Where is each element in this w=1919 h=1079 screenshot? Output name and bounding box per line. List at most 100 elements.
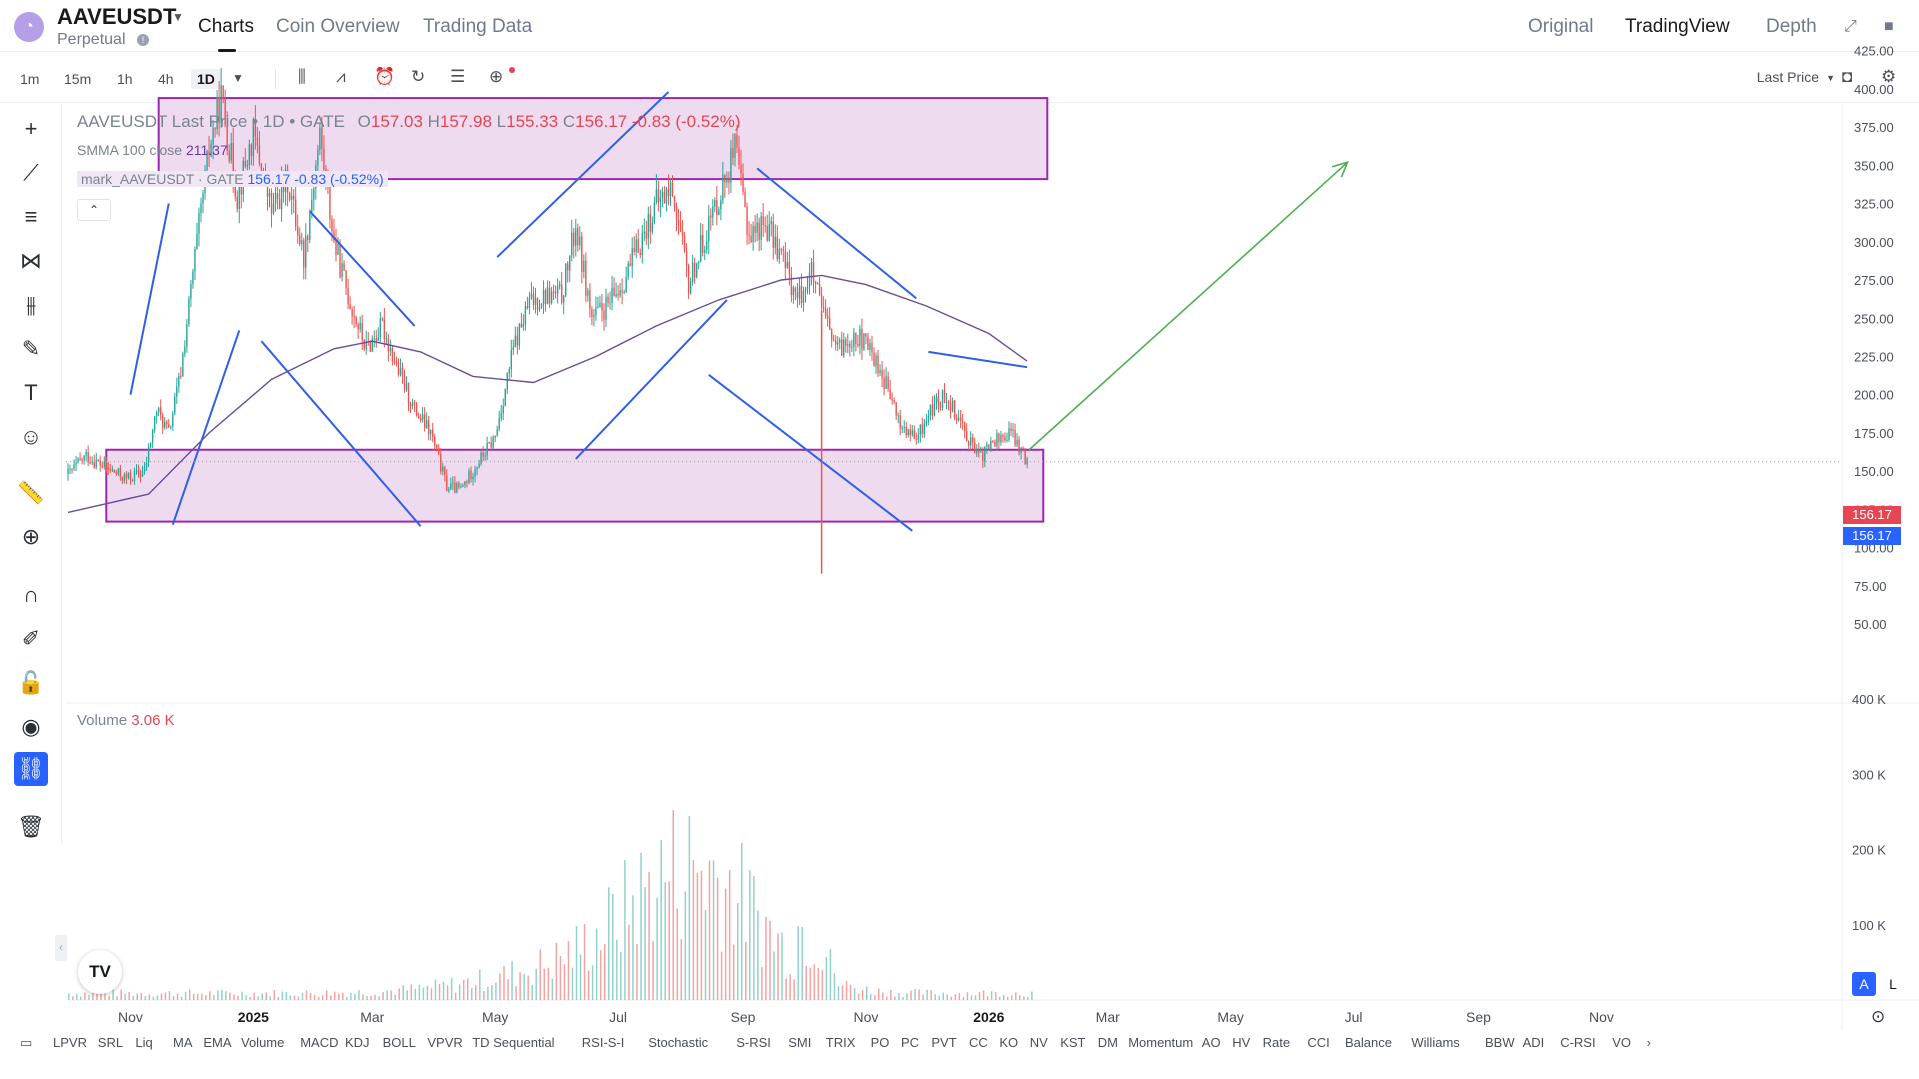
indicator-vo[interactable]: VO	[1612, 1035, 1631, 1050]
smma-label: SMMA 100 close	[77, 142, 183, 158]
symbol-title[interactable]: AAVEUSDT	[57, 4, 177, 29]
fib-icon[interactable]: ⫵	[25, 292, 37, 317]
tab-trading-data[interactable]: Trading Data	[423, 16, 533, 37]
timeframe-1d[interactable]: 1D	[191, 69, 221, 89]
alert-icon[interactable]: ⏰	[374, 67, 396, 86]
indicator-ko[interactable]: KO	[999, 1035, 1019, 1050]
candle-body	[1008, 428, 1010, 440]
indicator-kst[interactable]: KST	[1060, 1035, 1086, 1050]
indicator-pc[interactable]: PC	[901, 1035, 920, 1050]
indicator-po[interactable]: PO	[870, 1035, 890, 1050]
panel-collapse-icon[interactable]: ‹	[55, 935, 67, 961]
price-type-select[interactable]: Last Price	[1756, 69, 1819, 85]
eye-icon[interactable]: ◉	[21, 714, 41, 739]
candle-body	[1002, 435, 1004, 437]
candle-body	[95, 459, 97, 468]
indicator-cc[interactable]: CC	[969, 1035, 988, 1050]
link-icon[interactable]: ⛓	[14, 752, 48, 786]
indicator-rsi-s-i[interactable]: RSI-S-I	[581, 1035, 625, 1050]
legend-collapse-button[interactable]: ⌃	[77, 199, 111, 221]
horizontal-lines-icon[interactable]: ≡	[24, 204, 38, 229]
volume-bar	[777, 933, 779, 1000]
price-type-caret-icon[interactable]: ▼	[1826, 73, 1835, 83]
indicator-ao[interactable]: AO	[1201, 1035, 1221, 1050]
indicator-dm[interactable]: DM	[1097, 1035, 1119, 1050]
indicator-hv[interactable]: HV	[1232, 1035, 1251, 1050]
timeframe-1m[interactable]: 1m	[20, 71, 40, 87]
indicator-stochastic[interactable]: Stochastic	[648, 1035, 709, 1050]
indicators-icon[interactable]: ⩘	[336, 67, 346, 86]
indicator-rate[interactable]: Rate	[1262, 1035, 1291, 1050]
trash-icon[interactable]: 🗑	[17, 814, 45, 839]
legend-c-label: C	[562, 112, 576, 131]
indicator-trix[interactable]: TRIX	[825, 1035, 856, 1050]
info-icon[interactable]: !	[137, 34, 149, 46]
crosshair-icon[interactable]: +	[24, 116, 38, 141]
zoom-in-icon[interactable]: ⊕	[21, 524, 41, 549]
candle-body	[111, 469, 114, 471]
timeframe-1h[interactable]: 1h	[117, 71, 133, 87]
stop-square-icon[interactable]: ■	[1884, 18, 1894, 35]
emoji-icon[interactable]: ☺	[19, 424, 43, 449]
indicator-next-icon[interactable]: ›	[1646, 1035, 1651, 1050]
tab-coin-overview[interactable]: Coin Overview	[276, 16, 400, 37]
indicator-c-rsi[interactable]: C-RSI	[1560, 1035, 1596, 1050]
indicator-kdj[interactable]: KDJ	[345, 1035, 370, 1050]
log-scale-button[interactable]: L	[1889, 976, 1897, 992]
ruler-icon[interactable]: 📏	[17, 480, 45, 505]
indicator-liq[interactable]: Liq	[135, 1035, 153, 1050]
lock-draw-icon[interactable]: ✐	[21, 626, 41, 651]
indicator-pvt[interactable]: PVT	[931, 1035, 957, 1050]
indicator-momentum[interactable]: Momentum	[1128, 1035, 1194, 1050]
indicator-ma[interactable]: MA	[173, 1035, 193, 1050]
indicator-vpvr[interactable]: VPVR	[427, 1035, 463, 1050]
tradingview-logo[interactable]: TV	[78, 950, 122, 994]
tab-charts[interactable]: Charts	[198, 16, 254, 37]
trend-line-icon[interactable]: ⟋	[23, 160, 39, 185]
indicator-boll[interactable]: BOLL	[382, 1035, 416, 1050]
indicator-balance[interactable]: Balance	[1345, 1035, 1392, 1050]
brush-icon[interactable]: ✎	[21, 336, 41, 361]
view-depth[interactable]: Depth	[1766, 16, 1817, 37]
candle-body	[522, 324, 525, 328]
indicator-volume[interactable]: Volume	[241, 1035, 285, 1050]
candle-body	[81, 459, 83, 461]
add-icon[interactable]: ⊕	[489, 67, 504, 86]
settings-icon[interactable]: ⚙	[1881, 67, 1897, 86]
indicator-nv[interactable]: NV	[1029, 1035, 1048, 1050]
indicator-lpvr[interactable]: LPVR	[53, 1035, 87, 1050]
indicator-cci[interactable]: CCI	[1307, 1035, 1330, 1050]
indicator-ema[interactable]: EMA	[203, 1035, 232, 1050]
indicator-s-rsi[interactable]: S-RSI	[736, 1035, 771, 1050]
candle-body	[569, 255, 571, 271]
indicator-williams[interactable]: Williams	[1411, 1035, 1460, 1050]
candle-body	[357, 324, 359, 330]
text-icon[interactable]: T	[24, 380, 38, 405]
expand-icon[interactable]: ⤢	[1844, 18, 1857, 35]
candle-body	[970, 437, 972, 446]
auto-scale-button[interactable]: A	[1852, 972, 1876, 996]
template-icon[interactable]: ☰	[450, 67, 466, 86]
indicator-bbw[interactable]: BBW	[1485, 1035, 1515, 1050]
indicator-list-icon[interactable]: ▭	[20, 1035, 33, 1050]
magnet-icon[interactable]: ∩	[23, 582, 39, 607]
timeframe-15m[interactable]: 15m	[64, 71, 92, 87]
replay-icon[interactable]: ↻	[411, 67, 426, 86]
symbol-dropdown-icon[interactable]: ▼	[172, 10, 184, 24]
indicator-td-sequential[interactable]: TD Sequential	[472, 1035, 555, 1050]
indicator-macd[interactable]: MACD	[300, 1035, 339, 1050]
view-tradingview[interactable]: TradingView	[1625, 16, 1730, 37]
indicator-smi[interactable]: SMI	[788, 1035, 812, 1050]
camera-icon[interactable]: ◘	[1842, 67, 1853, 86]
indicator-srl[interactable]: SRL	[97, 1035, 124, 1050]
time-axis-settings-icon[interactable]: ⊙	[1871, 1007, 1886, 1026]
pattern-icon[interactable]: ⋈	[20, 248, 42, 273]
timeframe-dropdown-icon[interactable]: ▼	[232, 71, 244, 85]
indicator-adi[interactable]: ADI	[1522, 1035, 1545, 1050]
view-original[interactable]: Original	[1528, 16, 1594, 37]
candle-body	[718, 209, 720, 215]
timeframe-4h[interactable]: 4h	[158, 71, 174, 87]
lock-icon[interactable]: 🔓	[17, 670, 45, 695]
candle-type-icon[interactable]: ⫼	[298, 67, 306, 86]
